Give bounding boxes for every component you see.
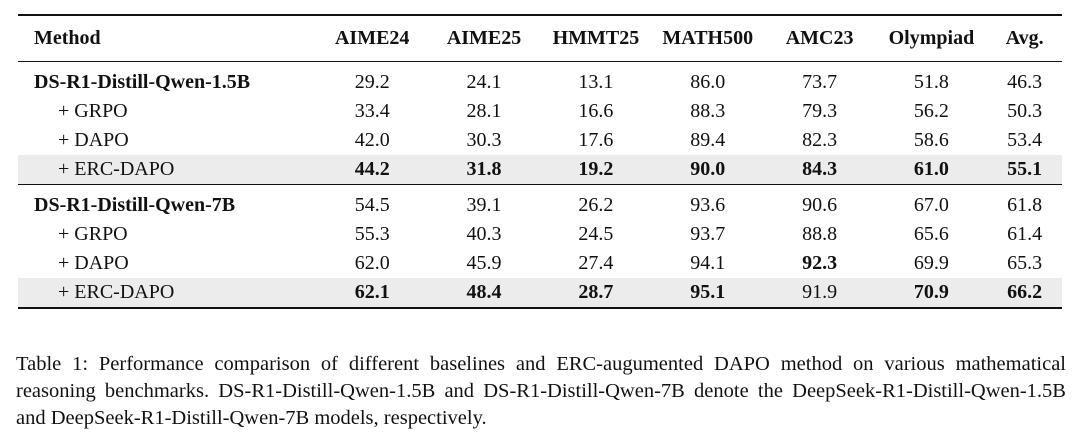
cell-value-best: 95.1	[651, 277, 764, 308]
table-group-7b: DS-R1-Distill-Qwen-7B 54.5 39.1 26.2 93.…	[18, 184, 1062, 308]
cell-value-best: 28.7	[539, 277, 652, 308]
row-method: + GRPO	[58, 222, 128, 245]
cell-value: 39.1	[466, 193, 502, 216]
cell-value: 26.2	[578, 193, 614, 216]
cell-value: 93.7	[690, 222, 726, 245]
header-math500: MATH500	[662, 26, 754, 49]
row-method: + ERC-DAPO	[18, 154, 317, 184]
cell-value-best: 92.3	[802, 251, 838, 274]
table-row: + GRPO 33.4 28.1 16.6 88.3 79.3 56.2 50.…	[18, 97, 1062, 126]
table-header-row: Method AIME24 AIME25 HMMT25 MATH500 AMC2…	[18, 15, 1062, 61]
cell-value: 40.3	[466, 222, 502, 245]
row-method: + GRPO	[58, 99, 128, 122]
cell-value: 82.3	[802, 128, 838, 151]
cell-value: 16.6	[578, 99, 614, 122]
cell-value-best: 44.2	[316, 154, 429, 184]
results-table: Method AIME24 AIME25 HMMT25 MATH500 AMC2…	[18, 14, 1062, 309]
cell-value-best: 55.1	[987, 154, 1062, 184]
table-row-highlighted: + ERC-DAPO 44.2 31.8 19.2 90.0 84.3 61.0…	[18, 154, 1062, 184]
cell-value: 13.1	[578, 70, 614, 93]
cell-value-best: 84.3	[763, 154, 876, 184]
cell-value: 94.1	[690, 251, 726, 274]
header-method: Method	[34, 26, 101, 49]
table-row: + GRPO 55.3 40.3 24.5 93.7 88.8 65.6 61.…	[18, 220, 1062, 249]
cell-value: 46.3	[1007, 70, 1043, 93]
cell-value: 58.6	[913, 128, 949, 151]
header-aime24: AIME24	[334, 26, 410, 49]
cell-value: 17.6	[578, 128, 614, 151]
cell-value: 55.3	[354, 222, 390, 245]
cell-value: 61.4	[1007, 222, 1043, 245]
cell-value: 89.4	[690, 128, 726, 151]
row-method: DS-R1-Distill-Qwen-1.5B	[34, 70, 251, 93]
cell-value: 86.0	[690, 70, 726, 93]
cell-value: 42.0	[354, 128, 390, 151]
cell-value: 62.0	[354, 251, 390, 274]
cell-value: 45.9	[466, 251, 502, 274]
cell-value: 51.8	[913, 70, 949, 93]
cell-value: 53.4	[1007, 128, 1043, 151]
row-method: + DAPO	[58, 128, 129, 151]
cell-value: 88.3	[690, 99, 726, 122]
cell-value-best: 61.0	[875, 154, 988, 184]
table-row: + DAPO 62.0 45.9 27.4 94.1 92.3 69.9 65.…	[18, 249, 1062, 278]
cell-value: 54.5	[354, 193, 390, 216]
cell-value-best: 19.2	[539, 154, 652, 184]
cell-value-best: 31.8	[428, 154, 540, 184]
cell-value: 28.1	[466, 99, 502, 122]
cell-value-best: 62.1	[316, 277, 429, 308]
row-method: DS-R1-Distill-Qwen-7B	[34, 193, 236, 216]
cell-value: 29.2	[354, 70, 390, 93]
row-method: + DAPO	[58, 251, 129, 274]
header-avg: Avg.	[1005, 26, 1044, 49]
cell-value-best: 90.0	[651, 154, 764, 184]
cell-value: 93.6	[690, 193, 726, 216]
table-row-highlighted: + ERC-DAPO 62.1 48.4 28.7 95.1 91.9 70.9…	[18, 277, 1062, 308]
cell-value: 27.4	[578, 251, 614, 274]
table-row: DS-R1-Distill-Qwen-1.5B 29.2 24.1 13.1 8…	[18, 61, 1062, 97]
cell-value-best: 48.4	[428, 277, 540, 308]
cell-value: 73.7	[802, 70, 838, 93]
cell-value-best: 70.9	[875, 277, 988, 308]
cell-value: 69.9	[913, 251, 949, 274]
header-aime25: AIME25	[446, 26, 522, 49]
cell-value: 24.1	[466, 70, 502, 93]
cell-value: 24.5	[578, 222, 614, 245]
table-row: DS-R1-Distill-Qwen-7B 54.5 39.1 26.2 93.…	[18, 184, 1062, 220]
cell-value: 50.3	[1007, 99, 1043, 122]
cell-value: 67.0	[913, 193, 949, 216]
cell-value: 61.8	[1007, 193, 1043, 216]
cell-value: 65.6	[913, 222, 949, 245]
cell-value: 79.3	[802, 99, 838, 122]
table-group-1-5b: DS-R1-Distill-Qwen-1.5B 29.2 24.1 13.1 8…	[18, 61, 1062, 184]
table-caption: Table 1: Performance comparison of diffe…	[16, 352, 1066, 429]
cell-value-best: 66.2	[987, 277, 1062, 308]
cell-value: 65.3	[1007, 251, 1043, 274]
cell-value: 56.2	[913, 99, 949, 122]
cell-value: 90.6	[802, 193, 838, 216]
table-row: + DAPO 42.0 30.3 17.6 89.4 82.3 58.6 53.…	[18, 126, 1062, 155]
header-olympiad: Olympiad	[888, 26, 975, 49]
cell-value: 88.8	[802, 222, 838, 245]
header-hmmt25: HMMT25	[552, 26, 640, 49]
cell-value: 33.4	[354, 99, 390, 122]
cell-value: 30.3	[466, 128, 502, 151]
row-method: + ERC-DAPO	[18, 277, 317, 308]
results-table-container: Method AIME24 AIME25 HMMT25 MATH500 AMC2…	[18, 14, 1062, 309]
cell-value: 91.9	[763, 277, 876, 308]
header-amc23: AMC23	[785, 26, 854, 49]
